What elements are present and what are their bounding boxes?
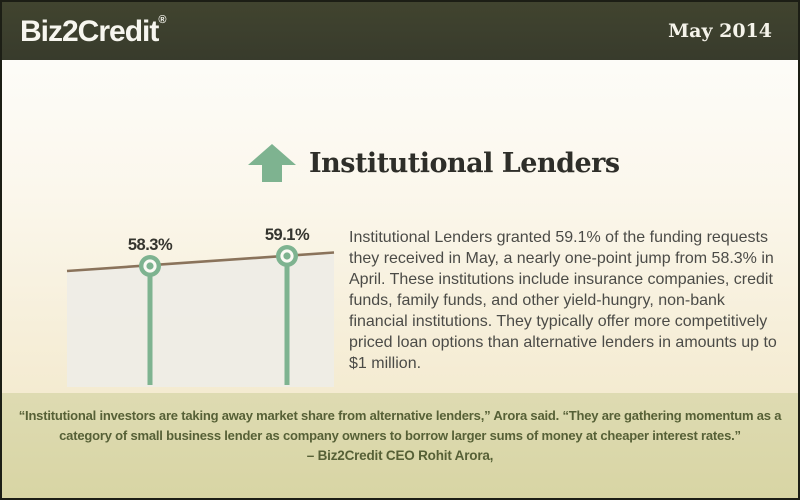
page-title: Institutional Lenders: [309, 147, 620, 179]
issue-date: May 2014: [668, 20, 772, 42]
data-point-april: [139, 255, 161, 277]
header-bar: Biz2Credit® May 2014: [2, 2, 798, 60]
quote-line-1: “Institutional investors are taking away…: [18, 408, 782, 423]
description-paragraph: Institutional Lenders granted 59.1% of t…: [349, 229, 777, 372]
approval-rate-chart: 58.3% 59.1% April, 2014 May, 2014: [66, 226, 335, 410]
main-panel: Institutional Lenders 58.3: [2, 60, 798, 410]
value-label-may: 59.1%: [265, 226, 310, 244]
registered-trademark-icon: ®: [158, 14, 167, 26]
up-arrow-icon: [248, 144, 296, 182]
quote-line-2: category of small business lender as com…: [59, 428, 741, 443]
value-label-april: 58.3%: [128, 236, 173, 254]
biz2credit-logo: Biz2Credit®: [20, 15, 166, 47]
logo-text: Biz2Credit: [20, 15, 159, 48]
quote-attribution: – Biz2Credit CEO Rohit Arora,: [306, 448, 494, 463]
headline-row: Institutional Lenders: [248, 144, 620, 182]
chart-area-fill: [67, 252, 334, 387]
data-point-may: [276, 245, 298, 267]
quote-band: “Institutional investors are taking away…: [2, 393, 798, 498]
